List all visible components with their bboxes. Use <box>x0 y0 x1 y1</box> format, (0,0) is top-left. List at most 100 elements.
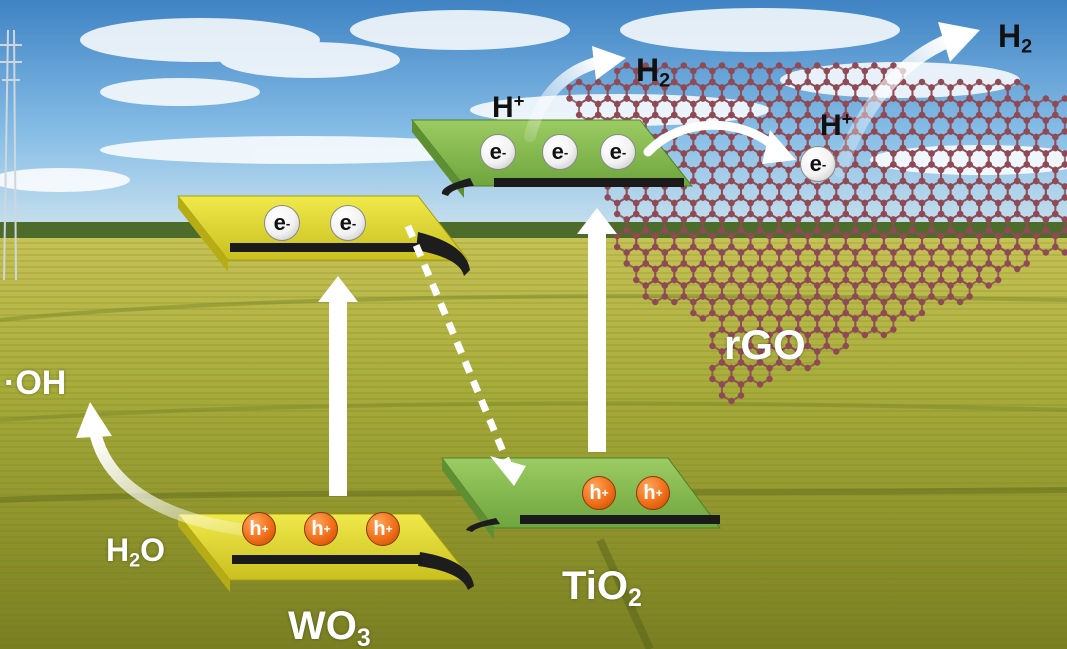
graphene-atom <box>785 111 792 119</box>
graphene-atom <box>652 210 659 218</box>
graphene-atom <box>1052 177 1059 185</box>
graphene-atom <box>680 95 688 102</box>
graphene-atom <box>1014 210 1021 218</box>
graphene-atom <box>880 309 888 317</box>
hole-label: h <box>373 517 386 540</box>
graphene-atom <box>995 78 1002 86</box>
graphene-atom <box>652 232 659 240</box>
graphene-atom <box>652 67 659 75</box>
graphene-atom <box>928 249 935 256</box>
graphene-atom <box>966 150 973 157</box>
graphene-atom <box>928 150 935 157</box>
graphene-atom <box>766 243 773 251</box>
h2o-label-subscript: 2 <box>129 549 141 572</box>
graphene-atom <box>1061 227 1067 234</box>
electron-label: e <box>273 210 286 235</box>
graphene-atom <box>785 210 792 218</box>
graphene-atom <box>966 227 973 234</box>
graphene-atom <box>728 309 735 317</box>
graphene-atom <box>699 249 707 256</box>
graphene-atom <box>1014 166 1021 174</box>
graphene-atom <box>842 342 849 350</box>
tio2-vb-hole-2: h + <box>636 476 670 510</box>
graphene-atom <box>1014 265 1021 273</box>
graphene-atom <box>975 166 983 174</box>
graphene-atom <box>718 183 726 190</box>
graphene-atom <box>871 128 878 135</box>
graphene-atom <box>899 144 907 152</box>
graphene-atom <box>661 216 668 223</box>
graphene-atom <box>652 78 659 86</box>
graphene-atom <box>947 117 954 124</box>
graphene-atom <box>756 95 764 102</box>
graphene-atom <box>718 293 726 300</box>
graphene-atom <box>633 232 640 240</box>
graphene-atom <box>1033 100 1040 108</box>
graphene-atom <box>1052 133 1059 141</box>
graphene-atom <box>661 282 668 289</box>
graphene-atom <box>918 210 926 218</box>
h2o-label-o: O <box>140 532 166 568</box>
graphene-atom <box>718 260 726 267</box>
graphene-atom <box>880 265 888 273</box>
graphene-atom <box>937 265 945 273</box>
graphene-atom <box>956 144 964 152</box>
electron-charge: - <box>501 144 507 160</box>
graphene-atom <box>947 183 954 190</box>
graphene-atom <box>956 210 964 218</box>
graphene-atom <box>680 117 688 124</box>
graphene-atom <box>794 128 802 135</box>
graphene-atom <box>823 309 830 317</box>
graphene-atom <box>604 194 611 201</box>
graphene-atom <box>842 265 849 273</box>
graphene-atom <box>613 100 621 108</box>
graphene-atom <box>794 84 802 91</box>
graphene-atom <box>823 210 830 218</box>
graphene-atom <box>899 166 907 174</box>
graphene-atom <box>861 276 869 284</box>
graphene-atom <box>861 144 869 152</box>
graphene-atom <box>728 177 735 185</box>
graphene-atom <box>699 95 707 102</box>
graphene-atom <box>747 331 754 339</box>
graphene-atom <box>1052 100 1059 108</box>
graphene-atom <box>909 95 916 102</box>
graphene-atom <box>975 111 983 119</box>
graphene-atom <box>804 232 811 240</box>
graphene-atom <box>756 315 764 322</box>
graphene-atom <box>737 194 745 201</box>
graphene-atom <box>880 111 888 119</box>
graphene-atom <box>985 95 992 102</box>
graphene-atom <box>623 216 630 223</box>
graphene-atom <box>956 232 964 240</box>
graphene-atom <box>709 331 716 339</box>
graphene-atom <box>633 276 640 284</box>
graphene-atom <box>728 265 735 273</box>
graphene-atom <box>966 95 973 102</box>
graphene-atom <box>775 161 783 168</box>
graphene-atom <box>956 111 964 119</box>
graphene-atom <box>699 194 707 201</box>
graphene-atom <box>690 67 697 75</box>
graphene-atom <box>604 84 611 91</box>
graphene-atom <box>642 260 649 267</box>
graphene-atom <box>890 150 897 157</box>
graphene-atom <box>756 84 764 91</box>
graphene-atom <box>1004 95 1011 102</box>
graphene-atom <box>775 62 783 69</box>
graphene-atom <box>966 183 973 190</box>
graphene-atom <box>756 161 764 168</box>
graphene-atom <box>671 100 678 108</box>
graphene-atom <box>613 243 621 251</box>
graphene-atom <box>737 183 745 190</box>
graphene-atom <box>709 298 716 306</box>
graphene-atom <box>1023 150 1030 157</box>
wo3-vb-hole-2: h + <box>304 512 338 546</box>
electron-charge: - <box>351 215 357 231</box>
graphene-atom <box>975 144 983 152</box>
graphene-atom <box>642 227 649 234</box>
graphene-atom <box>899 309 907 317</box>
graphene-atom <box>680 84 688 91</box>
graphene-atom <box>642 216 649 223</box>
graphene-atom <box>642 282 649 289</box>
